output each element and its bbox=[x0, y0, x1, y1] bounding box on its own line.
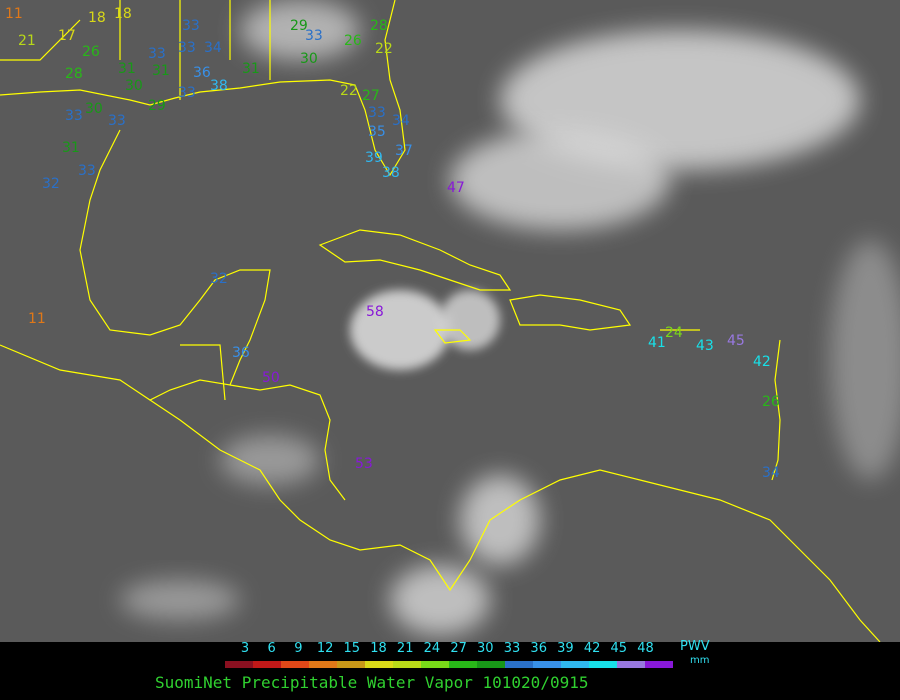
station-pwv: 33 bbox=[178, 85, 196, 101]
legend-unit: PWV bbox=[680, 639, 710, 654]
station-pwv: 58 bbox=[366, 304, 384, 320]
legend-swatch bbox=[589, 661, 617, 668]
legend-swatch bbox=[617, 661, 645, 668]
legend-swatch bbox=[505, 661, 533, 668]
legend-tick-label: 48 bbox=[637, 641, 654, 656]
station-pwv: 53 bbox=[355, 456, 373, 472]
station-pwv: 33 bbox=[108, 113, 126, 129]
station-pwv: 33 bbox=[78, 163, 96, 179]
station-pwv: 29 bbox=[290, 18, 308, 34]
legend-tick-label: 42 bbox=[584, 641, 601, 656]
legend-swatch bbox=[365, 661, 393, 668]
legend-swatch bbox=[533, 661, 561, 668]
station-pwv: 26 bbox=[344, 33, 362, 49]
station-pwv: 38 bbox=[382, 165, 400, 181]
legend-tick-label: 39 bbox=[557, 641, 574, 656]
legend-swatch bbox=[449, 661, 477, 668]
legend-swatch bbox=[281, 661, 309, 668]
station-pwv: 34 bbox=[392, 113, 410, 129]
station-pwv: 39 bbox=[365, 150, 383, 166]
legend-tick-label: 15 bbox=[344, 641, 361, 656]
station-pwv: 26 bbox=[762, 394, 780, 410]
legend-tick-label: 24 bbox=[424, 641, 441, 656]
station-pwv: 34 bbox=[762, 465, 780, 481]
legend-tick-label: 3 bbox=[241, 641, 249, 656]
station-pwv: 24 bbox=[665, 325, 683, 341]
station-pwv: 22 bbox=[375, 41, 393, 57]
legend-tick-label: 30 bbox=[477, 641, 494, 656]
legend-swatch bbox=[645, 661, 673, 668]
station-pwv: 42 bbox=[753, 354, 771, 370]
legend-tick-label: 21 bbox=[397, 641, 414, 656]
station-pwv: 18 bbox=[88, 10, 106, 26]
station-pwv: 11 bbox=[5, 6, 23, 22]
legend-tick-label: 12 bbox=[317, 641, 334, 656]
station-pwv: 38 bbox=[210, 78, 228, 94]
legend-swatch bbox=[561, 661, 589, 668]
legend-tick-label: 33 bbox=[504, 641, 521, 656]
station-pwv: 43 bbox=[696, 338, 714, 354]
station-pwv: 31 bbox=[242, 61, 260, 77]
station-pwv: 45 bbox=[727, 333, 745, 349]
legend-swatch bbox=[309, 661, 337, 668]
station-pwv: 26 bbox=[82, 44, 100, 60]
station-pwv: 32 bbox=[210, 271, 228, 287]
station-pwv: 33 bbox=[148, 46, 166, 62]
legend-tick-label: 27 bbox=[450, 641, 467, 656]
station-pwv: 17 bbox=[58, 28, 76, 44]
coastlines bbox=[0, 0, 881, 643]
legend-swatch bbox=[477, 661, 505, 668]
station-pwv: 28 bbox=[65, 66, 83, 82]
station-pwv: 33 bbox=[182, 18, 200, 34]
legend-tick-label: 18 bbox=[370, 641, 387, 656]
station-pwv: 30 bbox=[85, 101, 103, 117]
legend-tick-label: 6 bbox=[268, 641, 276, 656]
legend-tick-label: 45 bbox=[611, 641, 628, 656]
legend-tick-label: 9 bbox=[294, 641, 302, 656]
station-pwv: 41 bbox=[648, 335, 666, 351]
station-pwv: 31 bbox=[152, 63, 170, 79]
station-pwv: 21 bbox=[18, 33, 36, 49]
station-pwv: 50 bbox=[262, 370, 280, 386]
legend-unit: mm bbox=[690, 655, 709, 666]
station-pwv: 36 bbox=[193, 65, 211, 81]
station-pwv: 22 bbox=[340, 83, 358, 99]
legend-swatch bbox=[421, 661, 449, 668]
station-pwv: 35 bbox=[368, 124, 386, 140]
station-pwv: 47 bbox=[447, 180, 465, 196]
station-pwv: 30 bbox=[125, 78, 143, 94]
station-pwv: 34 bbox=[204, 40, 222, 56]
legend-tick-label: 36 bbox=[530, 641, 547, 656]
station-pwv: 27 bbox=[362, 88, 380, 104]
legend-swatch bbox=[253, 661, 281, 668]
station-pwv: 11 bbox=[28, 311, 46, 327]
legend-swatch bbox=[393, 661, 421, 668]
station-pwv: 31 bbox=[118, 61, 136, 77]
station-pwv: 36 bbox=[232, 345, 250, 361]
station-pwv: 33 bbox=[305, 28, 323, 44]
station-pwv: 30 bbox=[300, 51, 318, 67]
station-pwv: 29 bbox=[148, 98, 166, 114]
map-title: SuomiNet Precipitable Water Vapor 101020… bbox=[155, 673, 588, 692]
station-pwv: 33 bbox=[368, 105, 386, 121]
legend: 3 6 9 12 15 18 21 24 27 30 33 36 39 42 45 48 bbox=[225, 641, 673, 668]
station-pwv: 31 bbox=[62, 140, 80, 156]
station-pwv: 37 bbox=[395, 143, 413, 159]
legend-swatch bbox=[225, 661, 253, 668]
legend-swatch bbox=[337, 661, 365, 668]
station-pwv: 33 bbox=[65, 108, 83, 124]
station-pwv: 33 bbox=[178, 40, 196, 56]
footer bbox=[0, 642, 900, 700]
station-pwv: 32 bbox=[42, 176, 60, 192]
station-pwv: 18 bbox=[114, 6, 132, 22]
station-pwv: 28 bbox=[370, 18, 388, 34]
